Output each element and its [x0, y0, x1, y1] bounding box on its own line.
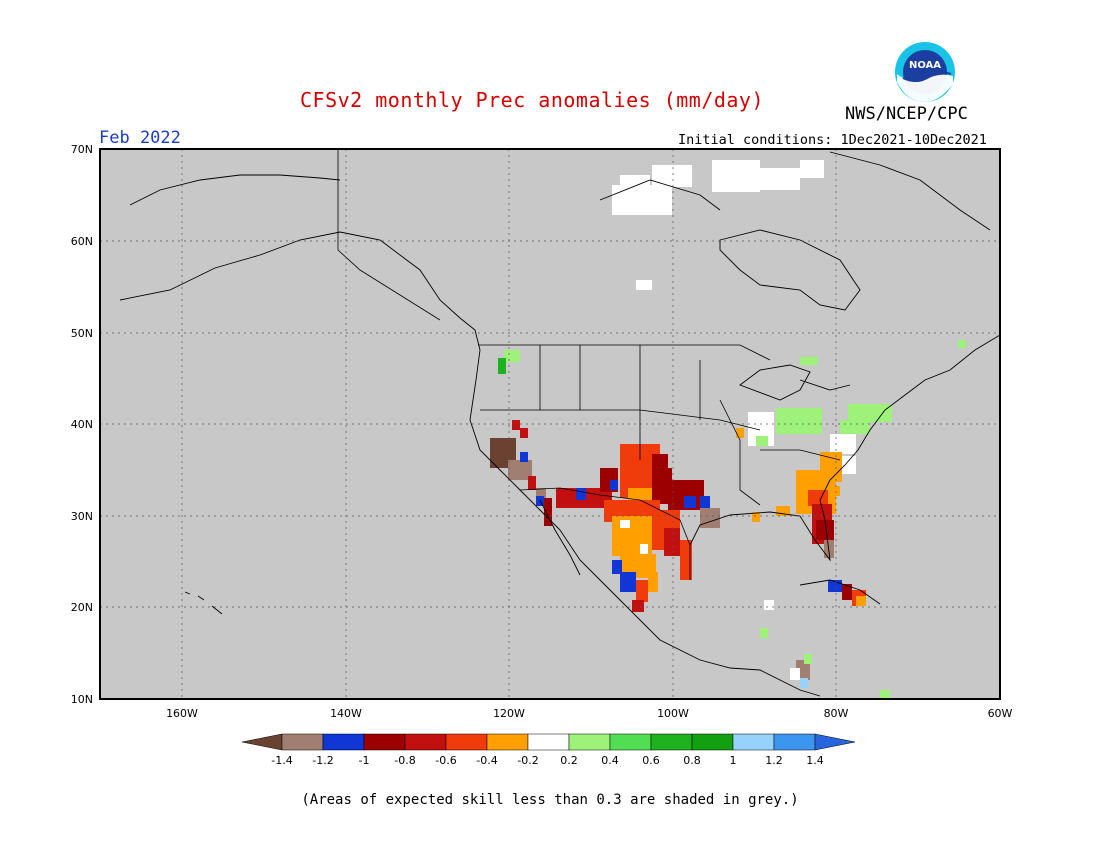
colorbar-tick-label: 1.2 [765, 754, 783, 767]
agency-label: NWS/NCEP/CPC [845, 104, 968, 124]
lat-label: 30N [71, 510, 93, 523]
lat-label: 40N [71, 418, 93, 431]
lat-labels: 70N 60N 50N 40N 30N 20N 10N [71, 143, 93, 706]
colorbar-arrow-right [814, 733, 856, 751]
colorbar-swatch [445, 733, 488, 751]
colorbar-tick-label: 0.2 [560, 754, 578, 767]
anomaly-cells [490, 160, 966, 698]
colorbar-tick-label: -0.6 [435, 754, 456, 767]
lon-label: 160W [166, 707, 198, 720]
political-borders [337, 150, 841, 546]
lon-label: 100W [657, 707, 689, 720]
colorbar-arrow-left [241, 733, 283, 751]
noaa-logo: NOAA [895, 42, 955, 102]
colorbar-tick-label: -0.8 [394, 754, 415, 767]
lon-label: 120W [493, 707, 525, 720]
lon-label: 60W [988, 707, 1013, 720]
graticule [100, 149, 1000, 699]
lat-label: 20N [71, 601, 93, 614]
map-title: CFSv2 monthly Prec anomalies (mm/day) [300, 88, 765, 112]
forecast-period: Feb 2022 [99, 128, 181, 148]
colorbar-tick-label: 1.4 [806, 754, 824, 767]
colorbar-swatch [404, 733, 447, 751]
lat-label: 10N [71, 693, 93, 706]
colorbar-labels: -1.4 -1.2 -1 -0.8 -0.6 -0.4 -0.2 0.2 0.4 0.6 0.8 1 1… [271, 754, 823, 767]
colorbar-swatch [691, 733, 734, 751]
colorbar-swatch [322, 733, 365, 751]
lat-label: 70N [71, 143, 93, 156]
colorbar-tick-label: -0.4 [476, 754, 497, 767]
colorbar-tick-label: 0.4 [601, 754, 619, 767]
colorbar-swatch [773, 733, 816, 751]
colorbar-swatch [732, 733, 775, 751]
colorbar-swatch [281, 733, 324, 751]
lat-label: 60N [71, 235, 93, 248]
lon-label: 80W [824, 707, 849, 720]
logo-text: NOAA [909, 60, 941, 71]
colorbar-swatch [363, 733, 406, 751]
colorbar-swatch [527, 733, 570, 751]
colorbar-swatch [609, 733, 652, 751]
colorbar-tick-label: -0.2 [517, 754, 538, 767]
lon-label: 140W [330, 707, 362, 720]
map-frame [99, 148, 1001, 700]
colorbar-tick-label: -1 [359, 754, 370, 767]
colorbar-tick-label: 0.6 [642, 754, 660, 767]
colorbar-tick-label: -1.2 [312, 754, 333, 767]
lon-labels: 160W 140W 120W 100W 80W 60W [166, 707, 1012, 720]
colorbar-tick-label: 0.8 [683, 754, 701, 767]
colorbar-tick-label: -1.4 [271, 754, 292, 767]
colorbar-swatch [568, 733, 611, 751]
skill-footnote: (Areas of expected skill less than 0.3 a… [301, 792, 799, 808]
initial-conditions: Initial conditions: 1Dec2021-10Dec2021 [678, 132, 987, 148]
lat-label: 50N [71, 327, 93, 340]
colorbar-swatch [486, 733, 529, 751]
colorbar-tick-label: 1 [730, 754, 737, 767]
colorbar-legend [241, 733, 856, 751]
colorbar-swatch [650, 733, 693, 751]
coastlines [119, 151, 1001, 697]
